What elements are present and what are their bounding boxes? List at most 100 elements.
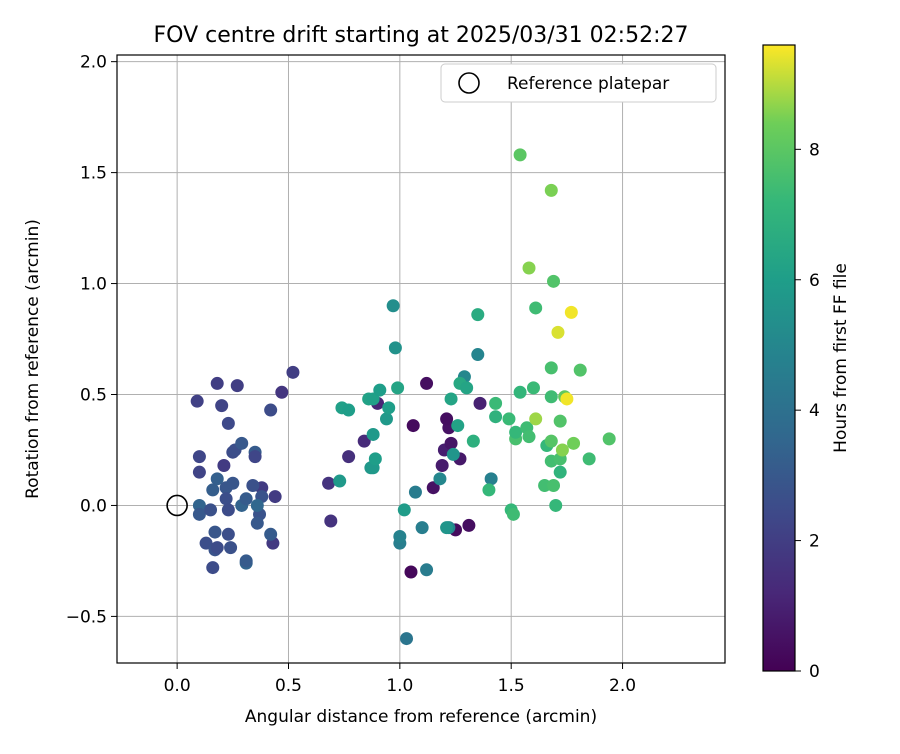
data-point [393, 530, 407, 544]
colorbar-gradient [763, 45, 795, 671]
data-point [553, 465, 567, 479]
data-point [509, 425, 523, 439]
data-point [502, 412, 516, 426]
data-point [404, 565, 418, 579]
data-point [473, 396, 487, 410]
grid-lines [117, 55, 725, 663]
data-point [406, 419, 420, 433]
data-point [526, 381, 540, 395]
colorbar-tick-label: 6 [809, 271, 820, 291]
data-point [226, 476, 240, 490]
data-point [239, 554, 253, 568]
reference-point-marker [166, 494, 188, 517]
data-point [192, 450, 206, 464]
data-point [466, 434, 480, 448]
data-point [333, 474, 347, 488]
data-point [192, 465, 206, 479]
data-point [324, 514, 338, 528]
colorbar-tick-label: 2 [809, 532, 820, 552]
data-point [482, 483, 496, 497]
data-point [250, 516, 264, 530]
data-point [192, 507, 206, 521]
data-point [529, 301, 543, 315]
colorbar-label: Hours from first FF file [831, 263, 851, 453]
x-tick-label: 0.0 [164, 676, 191, 696]
data-point [366, 392, 380, 406]
colorbar-tick-label: 8 [809, 140, 820, 160]
data-point [573, 363, 587, 377]
data-point [408, 485, 422, 499]
data-point [489, 410, 503, 424]
data-point [275, 385, 289, 399]
colorbar-frame [762, 44, 796, 672]
data-point [342, 403, 356, 417]
data-point [484, 472, 498, 486]
data-point [221, 527, 235, 541]
data-point [357, 434, 371, 448]
plot-frame [116, 54, 726, 664]
data-point [217, 459, 231, 473]
data-point [210, 541, 224, 555]
y-axis-ticks: −0.5 0.0 0.5 1.0 1.5 2.0 [66, 53, 117, 627]
colorbar-tick-label: 4 [809, 401, 820, 421]
data-point [215, 399, 229, 413]
data-point [397, 503, 411, 517]
data-point [400, 632, 414, 646]
data-point [199, 536, 213, 550]
data-point [206, 483, 220, 497]
data-point [560, 392, 574, 406]
data-point [544, 183, 558, 197]
data-point [366, 427, 380, 441]
x-tick-label: 2.0 [609, 676, 636, 696]
data-point [286, 365, 300, 379]
data-point [206, 561, 220, 575]
data-point [471, 348, 485, 362]
data-point [522, 430, 536, 444]
data-point [204, 503, 218, 517]
data-point [460, 381, 474, 395]
data-point [248, 450, 262, 464]
y-tick-label: 1.5 [80, 164, 107, 184]
y-tick-label: 2.0 [80, 53, 107, 73]
data-point [582, 452, 596, 466]
x-tick-label: 1.5 [498, 676, 525, 696]
data-point [435, 459, 449, 473]
data-point [489, 396, 503, 410]
data-point [219, 492, 233, 506]
scatter-points [190, 148, 616, 646]
data-point [522, 261, 536, 275]
data-point [513, 148, 527, 162]
legend-box [440, 63, 717, 103]
colorbar: 0 2 4 6 8 Hours from first FF file [762, 44, 851, 682]
data-point [386, 299, 400, 313]
data-point [567, 436, 581, 450]
y-tick-label: −0.5 [66, 607, 107, 627]
data-point [391, 381, 405, 395]
data-point [235, 436, 249, 450]
data-point [462, 518, 476, 532]
data-point [221, 416, 235, 430]
data-point [221, 503, 235, 517]
colorbar-tick-label: 0 [809, 662, 820, 682]
data-point [513, 385, 527, 399]
data-point [440, 412, 454, 426]
data-point [433, 472, 447, 486]
legend: Reference platepar [440, 63, 717, 103]
data-point [210, 376, 224, 390]
data-point [373, 383, 387, 397]
data-point [506, 507, 520, 521]
legend-label: Reference platepar [507, 74, 669, 94]
data-point [250, 498, 264, 512]
x-tick-label: 1.0 [386, 676, 413, 696]
legend-reference-marker [458, 72, 480, 94]
data-point [388, 341, 402, 355]
data-point [544, 361, 558, 375]
data-point [239, 492, 253, 506]
data-point [547, 274, 561, 288]
data-point [544, 390, 558, 404]
data-point [529, 412, 543, 426]
data-point [342, 450, 356, 464]
data-point [440, 521, 454, 535]
x-tick-label: 0.5 [275, 676, 302, 696]
data-point [553, 414, 567, 428]
